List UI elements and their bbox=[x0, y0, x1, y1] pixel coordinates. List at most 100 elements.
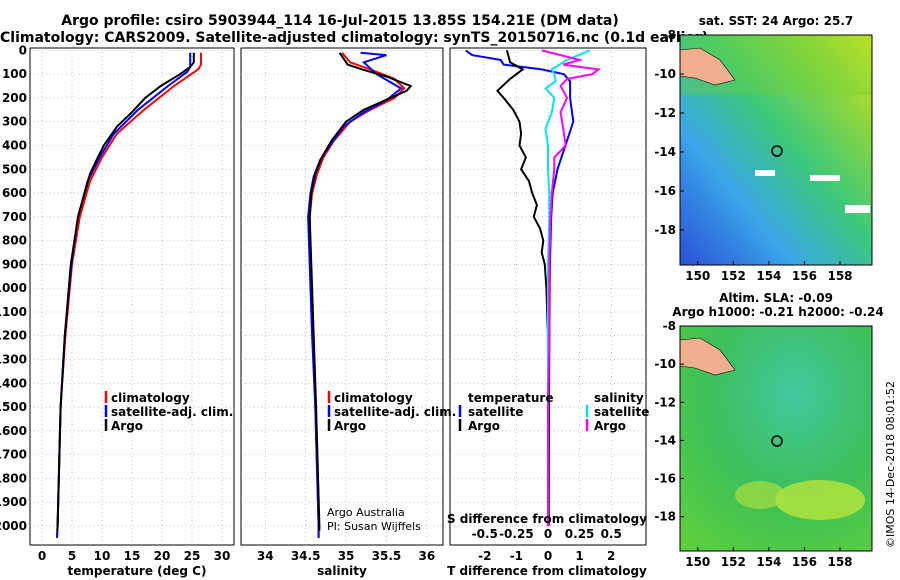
map-lat-tick-label: -12 bbox=[654, 395, 676, 409]
salinity-tick-label: 35.5 bbox=[372, 549, 402, 563]
depth-tick-label: 1600 bbox=[0, 424, 27, 438]
temperature-tick-label: 0 bbox=[38, 549, 46, 563]
series-line-satellite-adj-clim- bbox=[56, 52, 192, 538]
land-mass bbox=[679, 47, 736, 86]
depth-tick-label: 900 bbox=[2, 257, 27, 271]
sla-map-title: Altim. SLA: -0.09 bbox=[719, 291, 833, 305]
t-difference-tick-label: 0 bbox=[544, 549, 552, 563]
depth-tick-label: 600 bbox=[2, 186, 27, 200]
line-layer bbox=[56, 49, 602, 538]
difference-legend-temperature: temperature satellite Argo bbox=[458, 391, 553, 433]
header-line-2: Climatology: CARS2009. Satellite-adjuste… bbox=[0, 30, 709, 46]
legend-label-satellite: satellite-adj. clim. bbox=[111, 405, 233, 419]
map-lat-tick-label: -8 bbox=[663, 28, 676, 42]
salinity-tick-label: 34 bbox=[257, 549, 274, 563]
depth-tick-label: 300 bbox=[2, 115, 27, 129]
temperature-tick-label: 20 bbox=[154, 549, 171, 563]
map-lat-tick-label: -14 bbox=[654, 433, 676, 447]
map-lon-tick-label: 154 bbox=[756, 269, 781, 283]
map-lat-tick-label: -8 bbox=[663, 319, 676, 333]
temperature-tick-label: 15 bbox=[124, 549, 141, 563]
sst-map: sat. SST: 24 Argo: 25.7 -8 -10 -12 -14 -16 -1… bbox=[654, 14, 873, 283]
sst-map-title: sat. SST: 24 Argo: 25.7 bbox=[699, 14, 853, 28]
temperature-tick-label: 5 bbox=[68, 549, 76, 563]
legend-label-climatology: climatology bbox=[111, 391, 190, 405]
legend-title-temperature: temperature bbox=[468, 391, 553, 405]
series-line-climatology bbox=[308, 52, 406, 538]
series-line-argo bbox=[308, 52, 413, 531]
sst-map-ticks: -8 -10 -12 -14 -16 -18 150 152 154 156 158 bbox=[654, 28, 852, 283]
depth-tick-label: 1800 bbox=[0, 471, 27, 485]
t-difference-tick-label: -2 bbox=[478, 549, 491, 563]
map-lat-tick-label: -14 bbox=[654, 145, 676, 159]
map-lon-tick-label: 152 bbox=[721, 555, 746, 569]
depth-tick-label: 700 bbox=[2, 210, 27, 224]
series-line-satellite-adj-clim- bbox=[307, 51, 403, 538]
depth-tick-label: 1000 bbox=[0, 281, 27, 295]
depth-tick-label: 1100 bbox=[0, 305, 27, 319]
depth-tick-label: 200 bbox=[2, 91, 27, 105]
map-lat-tick-label: -18 bbox=[654, 223, 676, 237]
salinity-panel-frame bbox=[240, 47, 444, 546]
legend-label-s-argo: Argo bbox=[594, 419, 626, 433]
map-lat-tick-label: -10 bbox=[654, 357, 676, 371]
tick-layer: 0100200300400500600700800900100011001200… bbox=[0, 43, 622, 563]
map-lon-tick-label: 154 bbox=[756, 555, 781, 569]
profile-location-marker bbox=[771, 435, 783, 447]
s-difference-tick-label: -0.25 bbox=[499, 527, 534, 541]
series-line-climatology bbox=[56, 52, 202, 538]
depth-tick-label: 2000 bbox=[0, 519, 27, 533]
pi-credit: PI: Susan Wijffels bbox=[327, 520, 421, 533]
profile-location-marker bbox=[771, 145, 783, 157]
series-line-salinity-argo bbox=[541, 49, 602, 526]
depth-tick-label: 500 bbox=[2, 162, 27, 176]
depth-tick-label: 1700 bbox=[0, 448, 27, 462]
difference-legend-salinity: salinity satellite Argo bbox=[585, 391, 649, 433]
legend-label-climatology: climatology bbox=[334, 391, 413, 405]
map-lon-tick-label: 158 bbox=[827, 269, 852, 283]
legend-title-salinity: salinity bbox=[594, 391, 644, 405]
series-line-argo bbox=[56, 52, 195, 531]
map-lon-tick-label: 150 bbox=[685, 269, 710, 283]
map-lat-tick-label: -18 bbox=[654, 510, 676, 524]
legend-label-t-argo: Argo bbox=[468, 419, 500, 433]
salinity-tick-label: 35 bbox=[338, 549, 355, 563]
s-difference-tick-label: 0.5 bbox=[601, 527, 622, 541]
map-lon-tick-label: 158 bbox=[827, 555, 852, 569]
grid-layer bbox=[30, 48, 646, 545]
depth-tick-label: 0 bbox=[19, 43, 27, 57]
sla-map-ticks: -8 -10 -12 -14 -16 -18 150 152 154 156 158 bbox=[654, 319, 852, 569]
temperature-tick-label: 30 bbox=[214, 549, 231, 563]
map-lat-tick-label: -12 bbox=[654, 106, 676, 120]
temperature-legend: climatology satellite-adj. clim. Argo bbox=[104, 391, 233, 433]
map-lon-tick-label: 156 bbox=[792, 555, 817, 569]
map-lat-tick-label: -10 bbox=[654, 67, 676, 81]
t-difference-tick-label: 1 bbox=[575, 549, 583, 563]
temperature-tick-label: 25 bbox=[184, 549, 201, 563]
map-lat-tick-label: -16 bbox=[654, 472, 676, 486]
depth-tick-label: 400 bbox=[2, 138, 27, 152]
map-lat-tick-label: -16 bbox=[654, 184, 676, 198]
header-line-1: Argo profile: csiro 5903944_114 16-Jul-2… bbox=[61, 13, 619, 29]
t-difference-tick-label: -1 bbox=[510, 549, 523, 563]
s-difference-tick-label: -0.5 bbox=[472, 527, 498, 541]
depth-tick-label: 1200 bbox=[0, 329, 27, 343]
cloud-mask bbox=[845, 205, 870, 213]
sst-map-frame bbox=[679, 34, 873, 266]
sla-high-anomaly bbox=[775, 480, 865, 520]
legend-label-satellite: satellite-adj. clim. bbox=[334, 405, 456, 419]
sla-high-anomaly bbox=[735, 481, 785, 509]
depth-tick-label: 1500 bbox=[0, 400, 27, 414]
depth-tick-label: 1400 bbox=[0, 376, 27, 390]
cloud-mask bbox=[755, 170, 775, 176]
legend-label-argo: Argo bbox=[334, 419, 366, 433]
sla-map-subtitle: Argo h1000: -0.21 h2000: -0.24 bbox=[672, 305, 883, 319]
depth-tick-label: 1300 bbox=[0, 353, 27, 367]
t-difference-tick-label: 2 bbox=[607, 549, 615, 563]
salinity-tick-label: 34.5 bbox=[291, 549, 321, 563]
s-difference-tick-label: 0 bbox=[544, 527, 552, 541]
temperature-axis-label: temperature (deg C) bbox=[68, 564, 207, 578]
series-line-salinity-satellite bbox=[543, 49, 591, 526]
land-mass bbox=[679, 337, 736, 376]
